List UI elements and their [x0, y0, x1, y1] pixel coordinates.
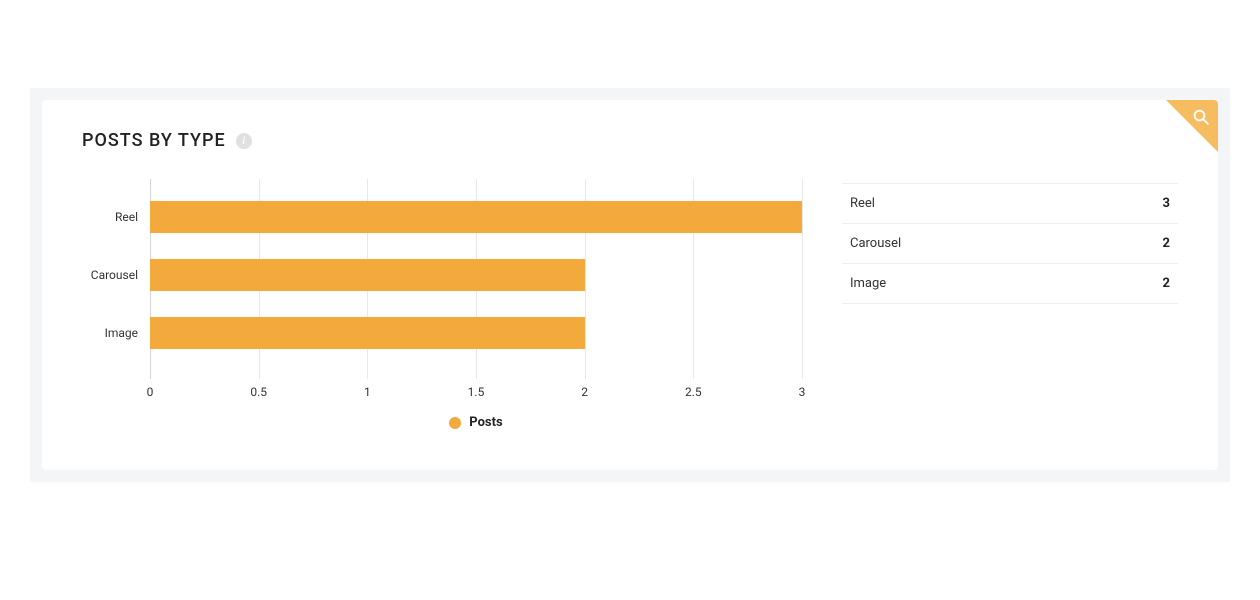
y-axis-label: Reel	[115, 210, 150, 224]
x-tick-label: 0.5	[250, 385, 267, 399]
x-tick-label: 3	[799, 385, 806, 399]
x-tick-label: 1	[364, 385, 371, 399]
legend-swatch	[449, 417, 461, 429]
bar-row: Image	[150, 317, 802, 349]
card-content: Reel Carousel Image 0 0.5 1 1.5 2 2.5 3 Posts Re…	[82, 179, 1178, 430]
table-row: Reel 3	[842, 183, 1178, 224]
card-header: POSTS BY TYPE i	[82, 130, 1178, 151]
card-title: POSTS BY TYPE	[82, 130, 226, 151]
table-row-label: Carousel	[850, 236, 901, 251]
x-axis: 00.511.522.53	[150, 379, 802, 399]
table-row-value: 3	[1163, 196, 1170, 211]
bar-row: Reel	[150, 201, 802, 233]
x-tick-label: 1.5	[468, 385, 485, 399]
bar	[150, 317, 585, 349]
x-tick-label: 0	[147, 385, 154, 399]
x-tick-label: 2.5	[685, 385, 702, 399]
corner-search-tab[interactable]	[1166, 100, 1218, 152]
panel-background: POSTS BY TYPE i Reel Carousel Image 0 0.5 1 1…	[30, 88, 1230, 482]
table-row-value: 2	[1163, 276, 1170, 291]
table-row: Image 2	[842, 264, 1178, 304]
table-row-value: 2	[1163, 236, 1170, 251]
grid-line	[802, 179, 803, 379]
x-tick-label: 2	[581, 385, 588, 399]
chart-legend: Posts	[150, 415, 802, 430]
y-axis-label: Image	[105, 326, 150, 340]
data-table: Reel 3 Carousel 2 Image 2	[842, 179, 1178, 430]
bar	[150, 259, 585, 291]
legend-label: Posts	[469, 415, 502, 430]
y-axis-label: Carousel	[91, 268, 150, 282]
table-row-label: Reel	[850, 196, 875, 211]
info-icon[interactable]: i	[236, 133, 252, 149]
chart-column: ReelCarouselImage 00.511.522.53 Posts	[82, 179, 802, 430]
bar-chart: Reel Carousel Image	[150, 179, 802, 379]
posts-by-type-card: POSTS BY TYPE i Reel Carousel Image 0 0.5 1 1…	[42, 100, 1218, 470]
bar-row: Carousel	[150, 259, 802, 291]
table-row: Carousel 2	[842, 224, 1178, 264]
table-row-label: Image	[850, 276, 886, 291]
bar	[150, 201, 802, 233]
